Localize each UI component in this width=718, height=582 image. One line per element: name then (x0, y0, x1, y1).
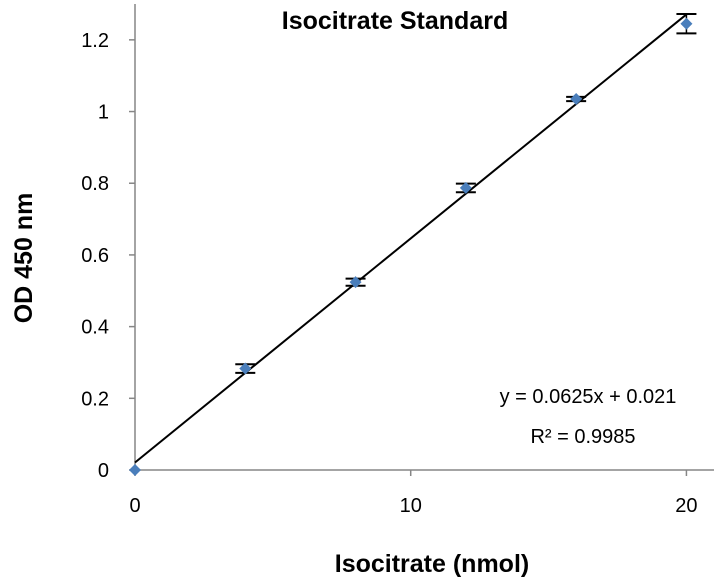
data-point (680, 17, 693, 30)
data-point (570, 92, 583, 105)
y-tick-label: 1.2 (81, 30, 109, 52)
data-points (129, 17, 693, 476)
y-tick-label: 0 (98, 460, 109, 482)
y-axis-label: OD 450 nm (10, 193, 38, 324)
data-point (349, 276, 362, 289)
trendline-group (134, 13, 688, 464)
axes (129, 4, 714, 476)
tick-labels: 0 0.2 0.4 0.6 0.8 1 1.2 0 10 20 (81, 30, 697, 517)
trendline (134, 13, 688, 464)
data-point (239, 362, 252, 375)
x-tick-label: 10 (400, 495, 422, 517)
y-tick-label: 0.4 (81, 317, 109, 339)
trendline-equation: y = 0.0625x + 0.021 (500, 386, 677, 408)
y-tick-label: 0.6 (81, 245, 109, 267)
y-tick-label: 1 (98, 102, 109, 124)
x-axis-label: Isocitrate (nmol) (335, 550, 529, 578)
data-point (459, 181, 472, 194)
y-tick-label: 0.8 (81, 173, 109, 195)
x-tick-label: 20 (675, 495, 697, 517)
x-tick-label: 0 (129, 495, 140, 517)
chart-title: Isocitrate Standard (282, 7, 508, 35)
y-tick-label: 0.2 (81, 388, 109, 410)
data-point (129, 464, 141, 476)
trendline-r-squared: R² = 0.9985 (530, 426, 635, 448)
